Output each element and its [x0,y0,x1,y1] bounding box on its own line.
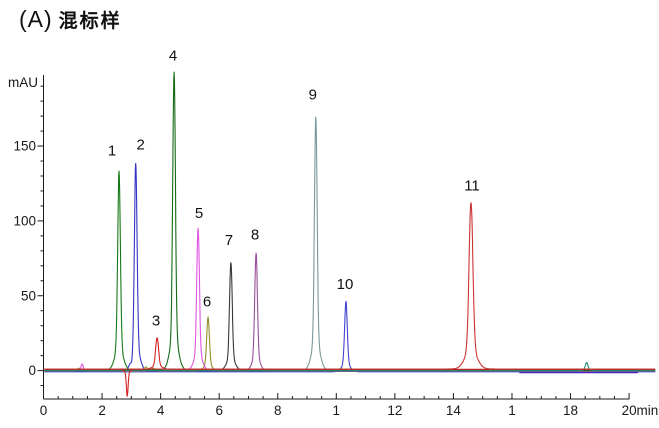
trace-peak-10 [44,300,656,373]
x-tick-label: 6 [215,403,223,418]
y-tick-label: 50 [21,288,36,303]
x-tick-label: 1 [508,403,516,418]
peak-label-6: 6 [203,294,211,311]
x-tick-label: 18 [563,403,578,418]
trace-peak-1 [44,170,656,371]
trace-peak-11 [44,202,656,370]
x-tick-label: 0 [40,403,48,418]
y-tick-label: 150 [13,139,36,154]
chart-title: (A) 混标样 [19,6,122,33]
x-tick-label: 12 [387,403,402,418]
x-axis-unit-label: min [637,403,659,418]
peak-label-9: 9 [309,87,317,104]
trace-peak-2 [44,162,656,372]
peak-label-2: 2 [137,137,145,154]
x-tick-label: 8 [274,403,282,418]
chart-title-prefix: (A) [19,6,53,32]
peak-label-4: 4 [169,48,177,65]
y-axis-unit-label: mAU [8,75,38,90]
trace-peak-6 [44,316,656,372]
trace-peak-8 [44,252,656,373]
peak-label-11: 11 [464,177,480,194]
x-tick-label: 14 [446,403,462,418]
x-tick-label: 4 [157,403,165,418]
x-tick-label: 1 [333,403,341,418]
peak-label-3: 3 [152,312,160,329]
trace-peak-4 [44,71,656,371]
peak-label-5: 5 [195,205,203,222]
y-tick-label: 0 [28,363,36,378]
peak-label-7: 7 [225,232,233,249]
trace-peak-unlabeled [44,361,656,372]
peak-label-10: 10 [337,276,354,293]
y-tick-label: 100 [13,213,36,228]
trace-peak-9 [44,116,656,371]
peak-label-1: 1 [108,143,116,160]
trace-peak-5 [44,227,656,372]
x-tick-label: 20 [622,403,637,418]
peak-label-8: 8 [251,227,259,244]
chart-title-cjk: 混标样 [58,11,122,32]
x-tick-label: 2 [98,403,106,418]
